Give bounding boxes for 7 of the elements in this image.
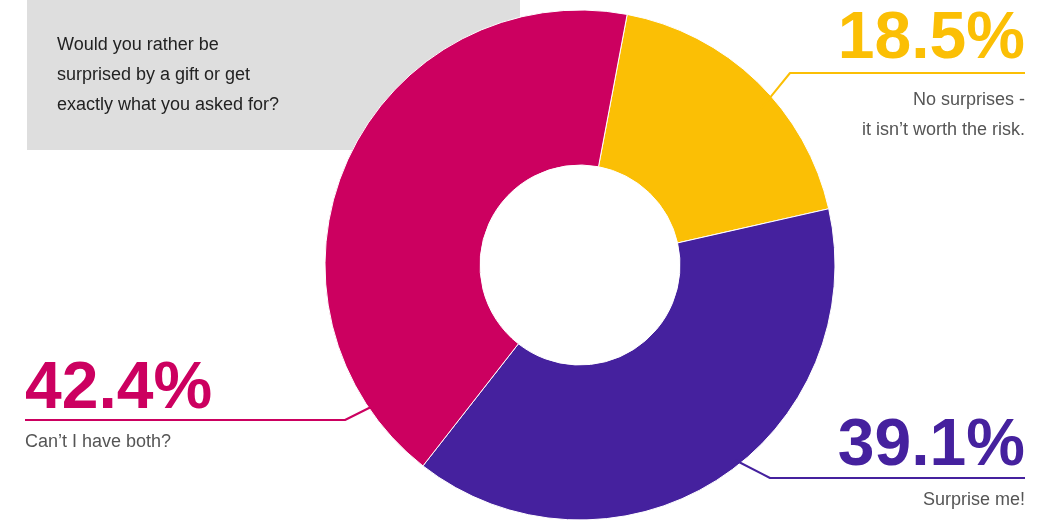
slice-label: No surprises - it isn’t worth the risk. xyxy=(861,89,1025,139)
slice-label: Surprise me! xyxy=(922,489,1025,509)
data-label: 18.5% xyxy=(837,0,1025,72)
text: Would you rather be surprised by a gift or get exactly what you asked for? xyxy=(57,34,280,114)
data-label: 39.1% xyxy=(837,405,1025,479)
slice-label: Can’t I have both? xyxy=(25,431,172,451)
data-label: 42.4% xyxy=(25,348,213,422)
